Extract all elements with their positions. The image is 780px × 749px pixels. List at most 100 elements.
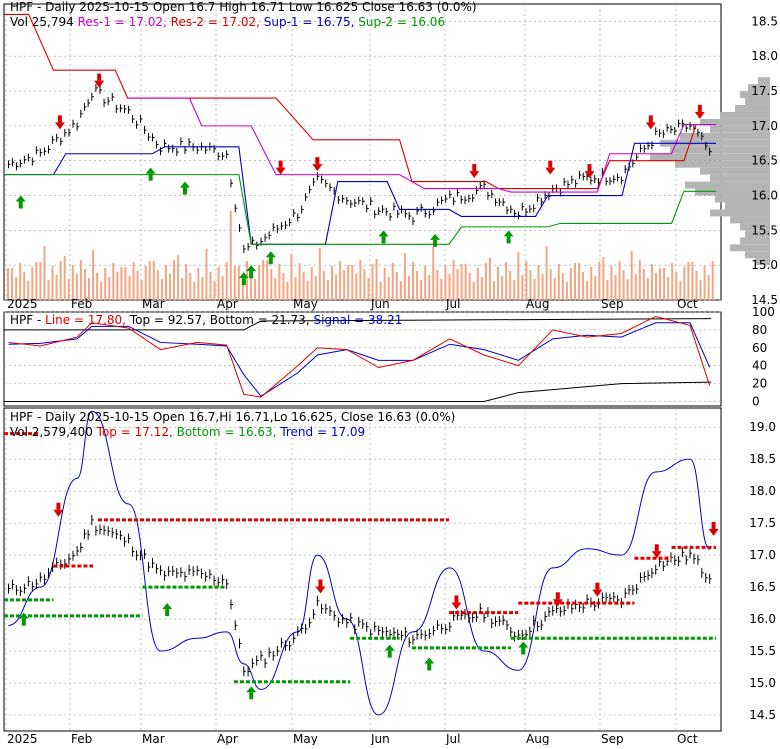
volume-bar (96, 273, 99, 300)
buy-arrow-shaft (148, 173, 153, 181)
trend-xtick: Apr (217, 732, 238, 745)
buy-arrow-head (503, 230, 514, 237)
volume-bar (403, 253, 406, 300)
trend-trend-label: Trend = 17.09 (280, 425, 366, 439)
buy-arrow-shaft (387, 650, 392, 658)
trend-bottom-label: Bottom = 16.63, (176, 425, 277, 439)
volume-bar (622, 270, 625, 300)
volume-bar (618, 261, 621, 300)
volume-bar (71, 265, 74, 300)
buy-arrow-head (430, 233, 441, 240)
osc-top-label: Top = 92.57, (129, 313, 206, 327)
volume-bar (371, 264, 374, 300)
volume-bar (464, 264, 467, 300)
volume-profile-bar (755, 258, 770, 266)
sell-arrow-head (584, 171, 595, 179)
trend-frame (3, 407, 722, 732)
sell-arrow (694, 104, 705, 119)
sell-arrow (54, 115, 65, 130)
sell-arrow (315, 579, 326, 594)
volume-bar (55, 275, 58, 300)
volume-profile-bar (715, 195, 770, 203)
osc-signal-label: Signal = 38.21 (313, 313, 403, 327)
osc-ytick: 20 (752, 377, 767, 391)
sell-arrow-shaft (654, 544, 659, 552)
buy-arrow-head (145, 167, 156, 174)
sell-arrow-head (469, 171, 480, 179)
volume-bar (298, 263, 301, 300)
volume-profile-bar (710, 209, 770, 217)
volume-bar (711, 261, 714, 300)
volume-bar (428, 275, 431, 300)
volume-bar (241, 275, 244, 300)
osc-signal-line (8, 322, 711, 397)
price-ytick: 17.0 (751, 119, 778, 133)
volume-bar (88, 278, 90, 300)
volume-bar (79, 260, 82, 300)
sell-arrow-shaft (648, 115, 653, 123)
volume-bar (488, 258, 491, 300)
buy-arrow-shaft (249, 692, 254, 700)
volume-bar (646, 278, 649, 300)
sell-arrow-head (312, 164, 323, 172)
volume-bar (476, 268, 479, 300)
volume-profile-bar (740, 91, 770, 99)
trend-curve (8, 410, 711, 716)
volume-bar (47, 280, 50, 300)
sell-arrow (592, 582, 603, 597)
buy-arrow-shaft (433, 239, 438, 247)
trend-ytick: 19.0 (749, 420, 776, 434)
buy-arrow (378, 230, 389, 244)
sell-arrow-head (53, 509, 64, 517)
sell-arrow-head (552, 599, 563, 607)
buy-arrow-head (15, 195, 26, 202)
volume-profile-bar (758, 77, 770, 85)
volume-bar (270, 269, 273, 300)
buy-arrow-shaft (21, 618, 26, 626)
volume-bar (650, 264, 653, 300)
osc-ytick: 80 (752, 323, 767, 337)
sell-arrow (545, 160, 556, 175)
volume-bar (193, 282, 196, 300)
volume-bar (185, 264, 188, 300)
volume-bar (148, 261, 151, 300)
volume-bar (501, 276, 504, 300)
sell-arrow (584, 164, 595, 179)
volume-bar (703, 266, 706, 300)
volume-bar (569, 268, 572, 300)
volume-bar (630, 251, 633, 300)
sell-arrow (651, 544, 662, 559)
volume-profile-bar (740, 237, 770, 245)
sup2-label: Sup-2 = 16.06 (358, 15, 446, 29)
volume-bar (197, 268, 200, 300)
volume-bar (156, 270, 159, 300)
buy-arrow-shaft (521, 647, 526, 655)
volume-bar (420, 280, 423, 300)
osc-header: HPF - Line = 17.80, Top = 92.57, Bottom … (10, 313, 402, 327)
volume-bar (152, 261, 155, 300)
volume-bar (237, 266, 240, 300)
volume-bar (452, 260, 455, 300)
volume-bar (525, 261, 528, 300)
sell-arrow-shaft (318, 579, 323, 587)
price-header-line2: Vol 25,794 Res-1 = 17.02, Res-2 = 17.02,… (10, 15, 445, 29)
buy-arrow-shaft (165, 609, 170, 617)
volume-bar (233, 266, 236, 300)
sell-arrow-shaft (711, 521, 716, 529)
volume-bar (663, 268, 666, 300)
volume-bar (63, 256, 66, 300)
volume-bar (169, 274, 171, 300)
price-xtick: Mar (142, 297, 165, 311)
volume-bar (521, 275, 524, 300)
sup2-line (4, 174, 717, 245)
volume-bar (529, 270, 532, 300)
volume-bar (545, 246, 548, 300)
volume-bar (128, 276, 131, 300)
sell-arrow (645, 115, 656, 130)
volume-bar (679, 281, 682, 300)
trend-header-line1: HPF - Daily 2025-10-15 Open 16.7,Hi 16.7… (10, 410, 456, 424)
volume-bar (480, 277, 483, 300)
volume-bar (31, 267, 34, 300)
volume-profile-bar (670, 146, 770, 154)
buy-arrow (384, 644, 395, 658)
